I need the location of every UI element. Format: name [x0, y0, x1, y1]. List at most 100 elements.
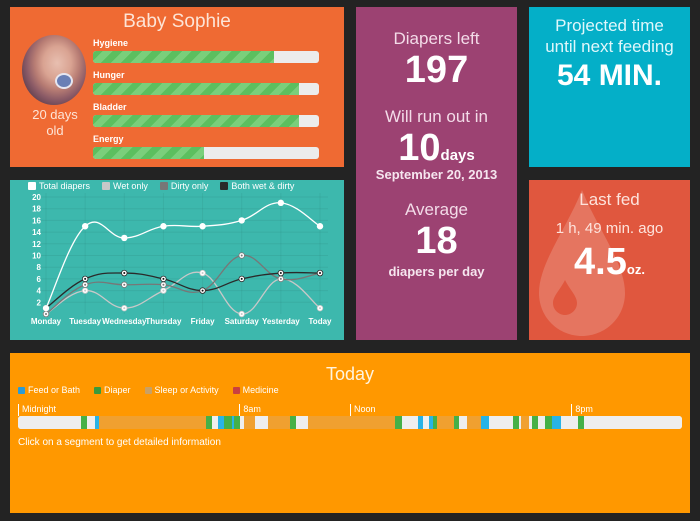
data-point-center [240, 313, 243, 315]
timeline-segment-sleep[interactable] [521, 416, 530, 429]
timeline-segment-sleep[interactable] [243, 416, 255, 429]
timeline-segment-none[interactable] [295, 416, 308, 429]
x-tick-label: Saturday [225, 317, 260, 326]
data-point-center [319, 272, 321, 275]
data-point-center [123, 272, 126, 275]
runout-label: Will run out in [385, 107, 488, 126]
timeline-segment-diaper[interactable] [432, 416, 437, 429]
diapers-panel: Diapers left 197 Will run out in 10days … [356, 7, 517, 340]
data-point-center [319, 307, 321, 310]
data-point-center [201, 289, 204, 292]
legend-swatch [220, 182, 229, 190]
timeline-segment-none[interactable] [254, 416, 268, 429]
timeline-segment-none[interactable] [239, 416, 244, 429]
timeline-segment-feed[interactable] [481, 416, 490, 429]
last-fed-amount-value: 4.5 [574, 241, 627, 283]
timeline-marker: 8pm [571, 404, 593, 416]
y-tick-label: 14 [32, 228, 41, 237]
timeline-segment-diaper[interactable] [233, 416, 240, 429]
data-point-total [121, 234, 128, 242]
timeline-segment-sleep[interactable] [98, 416, 206, 429]
timeline-segment-none[interactable] [538, 416, 545, 429]
average-value: 18 [415, 220, 458, 262]
timeline-segment-none[interactable] [18, 416, 81, 429]
timeline-segment-none[interactable] [519, 416, 522, 429]
timeline-segment-feed[interactable] [217, 416, 224, 429]
stat-bladder: Bladder [93, 102, 319, 127]
legend-swatch [159, 182, 168, 190]
data-point-center [240, 254, 243, 257]
legend-item-total[interactable]: Total diapers [28, 181, 90, 191]
data-point-center [240, 277, 243, 280]
timeline-segment-diaper[interactable] [577, 416, 584, 429]
timeline-segment-diaper[interactable] [80, 416, 87, 429]
timeline-segment-sleep[interactable] [267, 416, 290, 429]
runout-unit: days [440, 147, 475, 164]
legend-item-both[interactable]: Both wet & dirty [220, 181, 294, 191]
timeline-marker: 8am [239, 404, 261, 416]
stat-label: Energy [93, 134, 124, 144]
timeline-segment-none[interactable] [86, 416, 95, 429]
stat-label: Hygiene [93, 38, 129, 48]
timeline-segment-none[interactable] [489, 416, 514, 429]
legend-swatch [28, 182, 36, 190]
runout-number: 10 [398, 127, 441, 169]
legend-swatch [232, 386, 240, 394]
data-point-total [42, 304, 50, 312]
stat-track [93, 83, 319, 95]
timeline-segment-diaper[interactable] [513, 416, 520, 429]
y-tick-label: 6 [37, 275, 42, 284]
legend-label: Medicine [242, 385, 279, 395]
legend-label: Sleep or Activity [154, 385, 219, 395]
timeline-segment-none[interactable] [459, 416, 467, 429]
legend-label: Wet only [113, 181, 148, 191]
timeline-segment-feed[interactable] [428, 416, 433, 429]
timeline-segment-none[interactable] [422, 416, 429, 429]
data-point-center [45, 313, 47, 315]
timeline-bar[interactable] [18, 416, 682, 429]
data-point-center [279, 272, 282, 275]
timeline-segment-none[interactable] [529, 416, 533, 429]
timeline-segment-none[interactable] [401, 416, 418, 429]
timeline-segment-diaper[interactable] [289, 416, 296, 429]
chart-legend: Total diapers Wet only Dirty only Both w… [28, 181, 294, 191]
timeline-segment-sleep[interactable] [466, 416, 482, 429]
timeline-segment-sleep[interactable] [307, 416, 395, 429]
data-point-total [316, 223, 324, 230]
data-point-center [162, 277, 165, 280]
data-point-center [162, 283, 165, 286]
timeline-segment-sleep[interactable] [436, 416, 454, 429]
timeline-segment-diaper[interactable] [453, 416, 460, 429]
timeline-segment-feed[interactable] [417, 416, 423, 429]
timeline-segment-diaper[interactable] [223, 416, 232, 429]
timeline-segment-none[interactable] [583, 416, 682, 429]
timeline-segment-diaper[interactable] [394, 416, 402, 429]
data-point-total [81, 223, 89, 230]
timeline-segment-diaper[interactable] [532, 416, 539, 429]
legend-item-dirty[interactable]: Dirty only [159, 181, 208, 191]
legend-item-wet[interactable]: Wet only [102, 181, 148, 191]
today-title: Today [325, 364, 375, 384]
timeline-segment-feed[interactable] [94, 416, 99, 429]
stat-energy: Energy [93, 134, 319, 159]
y-tick-label: 10 [32, 252, 41, 261]
timeline-segment-feed[interactable] [231, 416, 234, 429]
x-tick-label: Thursday [145, 317, 182, 326]
next-feeding-panel: Projected time until next feeding 54 MIN… [529, 7, 690, 167]
timeline-segment-feed[interactable] [552, 416, 562, 429]
baby-name: Baby Sophie [123, 11, 231, 32]
timeline-segment-diaper[interactable] [544, 416, 553, 429]
legend-label: Diaper [104, 385, 131, 395]
next-feeding-title-line-2: until next feeding [545, 37, 674, 56]
timeline-segment-diaper[interactable] [205, 416, 212, 429]
legend-label: Total diapers [39, 181, 91, 191]
stat-fill [93, 51, 274, 63]
data-point-center [162, 289, 165, 292]
timeline-legend: Feed or Bath Diaper Sleep or Activity Me… [18, 385, 279, 395]
timeline-segment-none[interactable] [561, 416, 578, 429]
timeline-segment-none[interactable] [211, 416, 218, 429]
stat-track [93, 147, 319, 159]
average-unit: diapers per day [388, 264, 485, 279]
stat-fill [93, 147, 204, 159]
last-fed-title: Last fed [579, 190, 640, 209]
